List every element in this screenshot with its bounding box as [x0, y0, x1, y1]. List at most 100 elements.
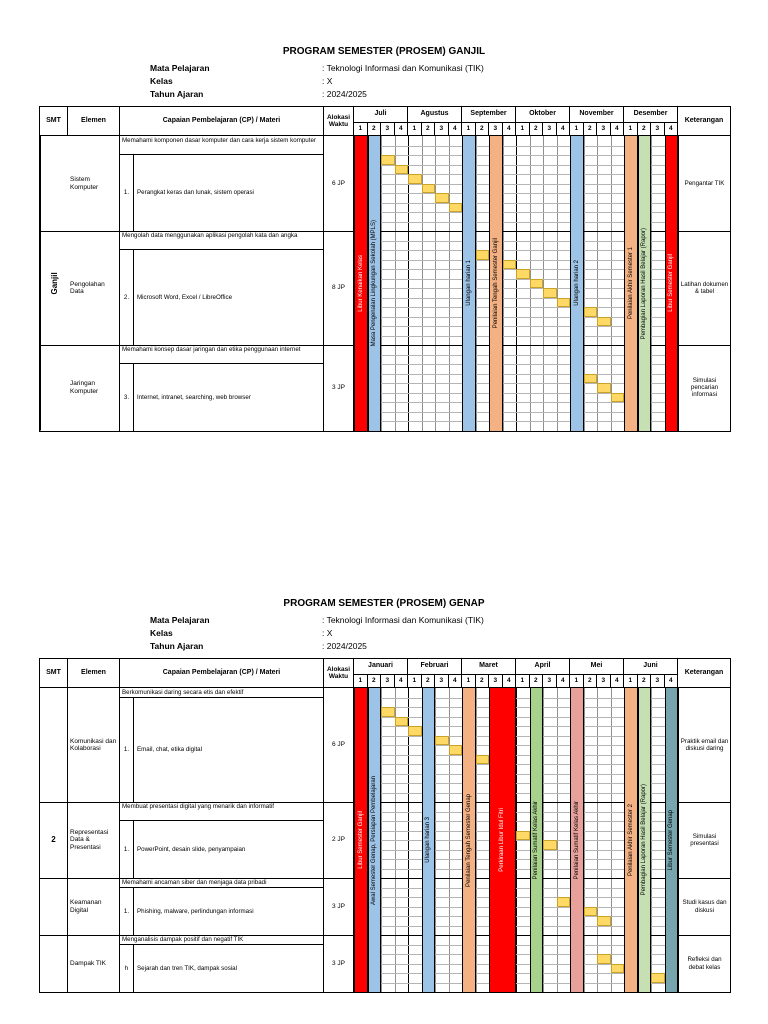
band-label: Libur Semester Genap	[668, 809, 674, 871]
timeline-band: Penilaian Tengah Semester Genap	[462, 688, 476, 992]
band-label: Penilaian Tengah Semester Ganjil	[492, 238, 499, 329]
grid-line	[354, 326, 678, 327]
schedule-mark	[556, 297, 570, 307]
grid-line	[354, 764, 678, 765]
band-label: Libur Semester Ganjil	[357, 811, 364, 869]
grid-line	[354, 963, 678, 965]
schedule-mark	[475, 250, 489, 260]
grid-line	[354, 297, 678, 299]
grid-line	[354, 697, 678, 699]
week-number: 3	[489, 123, 503, 136]
row-divider	[40, 878, 730, 879]
month-label: Mei	[570, 659, 624, 675]
schedule-mark	[597, 916, 611, 926]
meta-value: : X	[322, 628, 333, 638]
grid-line	[354, 925, 678, 927]
elemen-cell: Jaringan Komputer	[68, 345, 120, 431]
schedule-mark	[408, 174, 422, 184]
row-divider	[40, 935, 730, 936]
grid-line	[354, 726, 678, 727]
grid-line	[354, 392, 678, 394]
grid-line	[354, 859, 678, 860]
grid-line	[354, 250, 678, 251]
meta-value: : Teknologi Informasi dan Komunikasi (TI…	[322, 63, 484, 73]
grid-line	[354, 916, 678, 917]
week-number: 2	[529, 675, 543, 688]
band-label: Penilaian Akhir Semester 1	[627, 247, 634, 320]
grid-line	[354, 773, 678, 775]
week-number: 2	[529, 123, 543, 136]
week-number: 3	[651, 123, 665, 136]
week-number: 2	[421, 123, 435, 136]
month-label: Maret	[462, 659, 516, 675]
keterangan-cell: Simulasi pencarian informasi	[678, 345, 730, 431]
meta-row-mapel: Mata Pelajaran: Teknologi Informasi dan …	[150, 62, 729, 75]
band-label: Penilaian Sumatif Kelas Akhir	[533, 800, 539, 880]
cp-item-number: 1.	[120, 887, 134, 935]
month-label: April	[516, 659, 570, 675]
week-number: 3	[435, 675, 449, 688]
month-label: Desember	[624, 107, 678, 123]
meta-row-tahun: Tahun Ajaran: 2024/2025	[150, 640, 729, 653]
cp-item-number: 2.	[120, 250, 134, 345]
header-elemen: Elemen	[68, 107, 120, 136]
cp-desc: Mengolah data menggunakan aplikasi pengo…	[120, 231, 324, 250]
band-label: Libur Kenaikan Kelas	[357, 254, 364, 312]
grid-line	[435, 136, 436, 431]
schedule-mark	[408, 726, 422, 736]
cp-item-text: Sejarah dan tren TIK, dampak sosial	[134, 944, 324, 992]
schedule-mark	[543, 840, 557, 850]
grid-line	[354, 707, 678, 708]
meta-block: Mata Pelajaran: Teknologi Informasi dan …	[39, 614, 729, 653]
alokasi-cell: 3 JP	[324, 345, 354, 431]
week-number: 3	[597, 675, 611, 688]
month-label: November	[570, 107, 624, 123]
month-label: Juni	[624, 659, 678, 675]
week-number: 1	[624, 123, 638, 136]
grid-line	[597, 136, 598, 431]
grid-line	[354, 316, 678, 318]
week-number: 2	[637, 123, 651, 136]
week-number: 1	[462, 123, 476, 136]
meta-row-kelas: Kelas: X	[150, 627, 729, 640]
alokasi-cell: 6 JP	[324, 688, 354, 802]
row-divider	[40, 231, 730, 232]
week-number: 2	[583, 123, 597, 136]
timeline-band: Ulangan harian 2	[570, 136, 584, 431]
meta-label: Tahun Ajaran	[150, 641, 204, 651]
week-number: 4	[664, 675, 678, 688]
schedule-mark	[516, 269, 530, 279]
alokasi-cell: 3 JP	[324, 935, 354, 992]
grid-line	[354, 897, 678, 898]
meta-row-kelas: Kelas: X	[150, 75, 729, 88]
grid-line	[408, 136, 409, 431]
header-materi: Capaian Pembelajaran (CP) / Materi	[120, 107, 324, 136]
timeline-band: Ulangan harian 3	[421, 688, 435, 992]
cp-item-number: 1.	[120, 155, 134, 231]
grid-line	[354, 383, 678, 384]
elemen-cell: Dampak TIK	[68, 935, 120, 992]
week-number: 3	[597, 123, 611, 136]
timeline-band: Libur Kenaikan Kelas	[354, 136, 368, 431]
cp-item-text: Microsoft Word, Excel / LibreOffice	[134, 250, 324, 345]
schedule-mark	[394, 164, 408, 174]
band-label: Awal Semester Genap, Persiapan Pembelaja…	[371, 775, 377, 905]
schedule-mark	[394, 716, 408, 726]
header-alokasi: Alokasi Waktu	[324, 659, 354, 688]
grid-line	[354, 906, 678, 908]
schedule-mark	[583, 307, 597, 317]
grid-line	[354, 155, 678, 156]
schedule-mark	[381, 155, 395, 165]
keterangan-cell: Praktik email dan diskusi daring	[678, 688, 730, 802]
grid-line	[354, 887, 678, 889]
alokasi-cell: 6 JP	[324, 136, 354, 231]
grid-line	[354, 868, 678, 870]
month-label: Januari	[354, 659, 408, 675]
grid-line	[354, 821, 678, 822]
band-label: Penilaian Sumatif Kelas Akhir	[573, 800, 580, 880]
grid-line	[354, 973, 678, 974]
cp-item-text: Perangkat keras dan lunak, sistem operas…	[134, 155, 324, 231]
section-prosem-genap: PROGRAM SEMESTER (PROSEM) GENAP Mata Pel…	[39, 598, 731, 993]
grid-line	[354, 193, 678, 194]
